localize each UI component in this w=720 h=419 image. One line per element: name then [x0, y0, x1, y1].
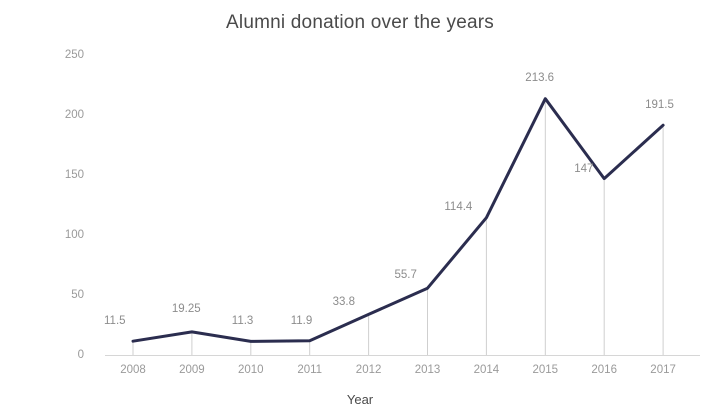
data-point-label: 114.4: [444, 200, 473, 213]
x-tick-label: 2012: [355, 364, 382, 376]
data-point-label: 11.5: [104, 315, 126, 328]
y-tick-label: 50: [71, 289, 84, 301]
data-point-label: 11.3: [231, 315, 254, 328]
data-point-label: 213.6: [525, 71, 555, 84]
y-tick-label: 0: [77, 349, 84, 361]
x-tick-label: 2010: [238, 364, 264, 376]
y-tick-label: 200: [64, 109, 84, 121]
data-point-label: 191.5: [645, 99, 674, 112]
data-point-label: 55.7: [394, 269, 417, 282]
x-tick-label: 2015: [532, 364, 559, 376]
y-tick-label: 100: [64, 229, 84, 241]
x-tick-label: 2013: [414, 364, 441, 376]
y-tick-label: 250: [64, 49, 84, 61]
y-tick-label: 150: [64, 169, 84, 181]
x-tick-label: 2016: [591, 364, 617, 376]
gridlines-group: [132, 98, 664, 355]
x-tick-label: 2009: [179, 364, 205, 376]
chart-title: Alumni donation over the years: [226, 12, 494, 33]
data-point-label: 147: [574, 162, 594, 175]
x-tick-label: 2008: [120, 364, 146, 376]
data-point-label: 33.8: [332, 296, 355, 309]
data-point-label: 19.25: [171, 302, 201, 315]
x-tick-label: 2011: [297, 364, 323, 376]
data-point-label: 11.9: [290, 314, 313, 327]
x-tick-label: 2017: [650, 364, 676, 376]
x-axis-title: Year: [346, 392, 374, 407]
x-tick-label: 2014: [473, 364, 500, 376]
data-line: [131, 97, 665, 343]
